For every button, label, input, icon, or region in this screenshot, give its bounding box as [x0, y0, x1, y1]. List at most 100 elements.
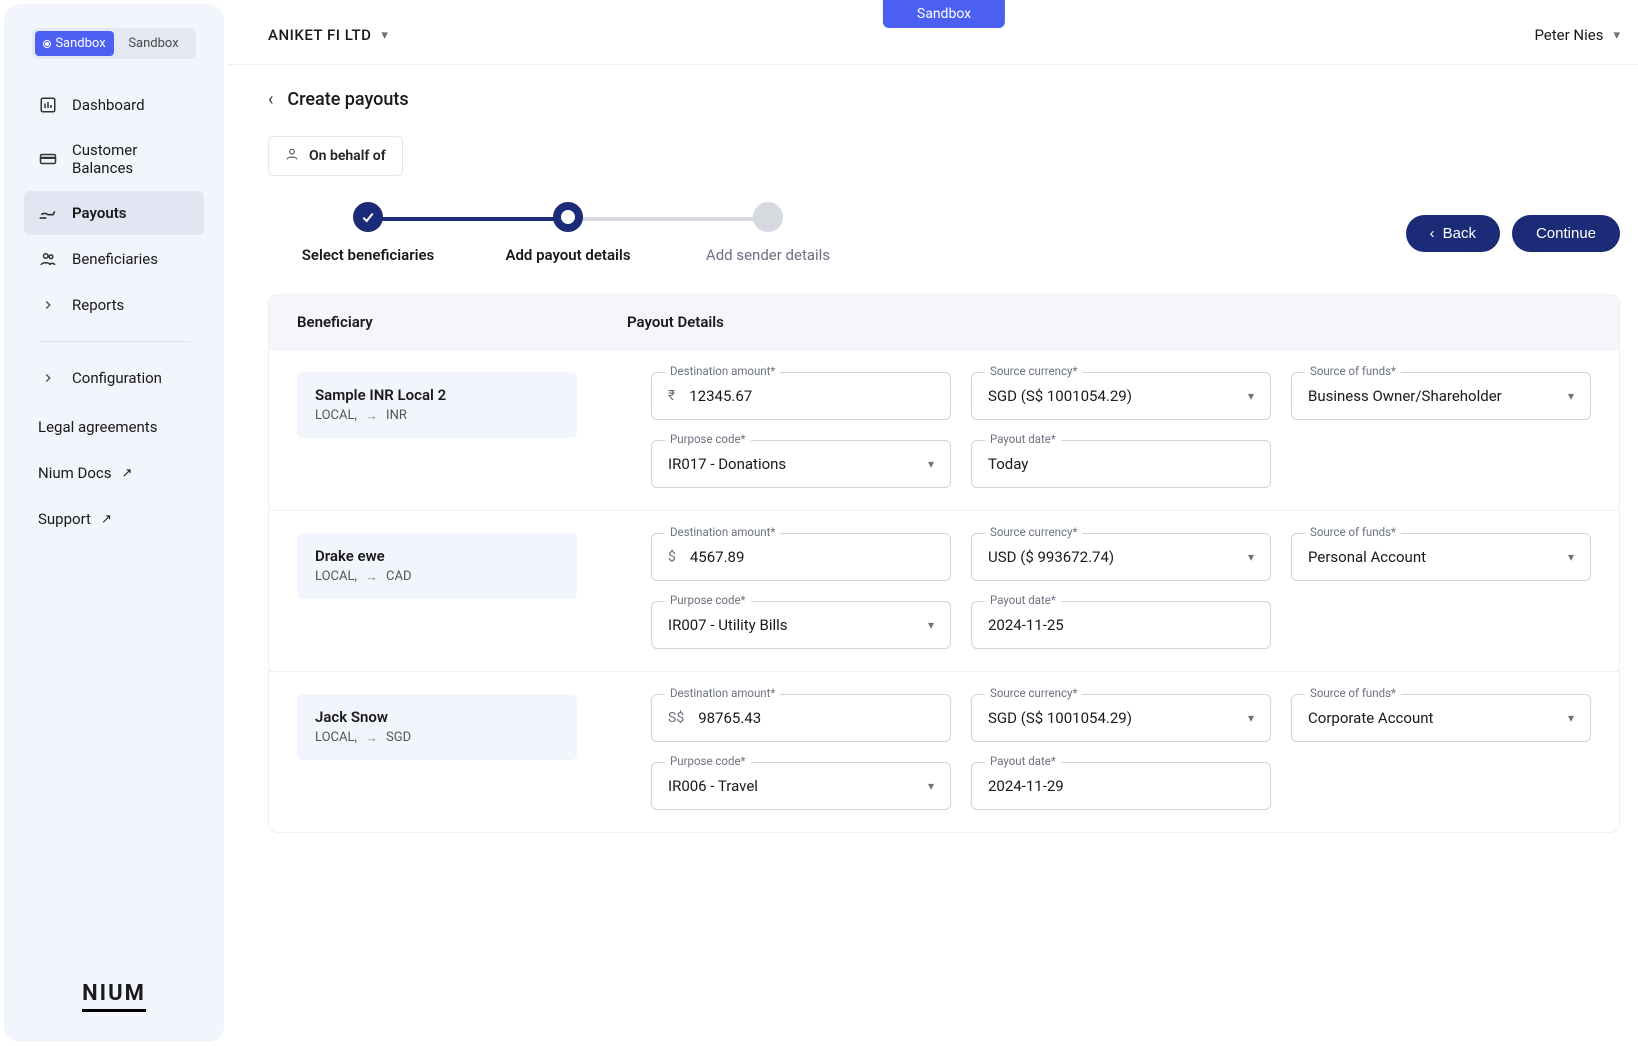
currency-symbol: ₹ — [668, 388, 675, 404]
payout-row: Jack Snow LOCAL, → SGD Destination amoun… — [269, 671, 1619, 832]
source-currency-select[interactable]: SGD (S$ 1001054.29) ▾ — [971, 694, 1271, 742]
purpose-code-field: Purpose code* IR017 - Donations ▾ — [651, 440, 951, 488]
nav-reports[interactable]: Reports — [24, 283, 204, 327]
field-label: Source currency* — [985, 525, 1082, 539]
destination-amount-input[interactable]: $ 4567.89 — [651, 533, 951, 581]
brand-text: NIUM — [82, 981, 146, 1012]
step-label: Add payout details — [505, 246, 630, 264]
nav-label: Support — [38, 510, 91, 528]
nav-payouts[interactable]: Payouts — [24, 191, 204, 235]
payout-date-input[interactable]: 2024-11-25 — [971, 601, 1271, 649]
field-label: Payout date* — [985, 754, 1061, 768]
payout-date-field: Payout date* 2024-11-25 — [971, 601, 1271, 649]
source-of-funds-select[interactable]: Corporate Account ▾ — [1291, 694, 1591, 742]
beneficiary-card[interactable]: Drake ewe LOCAL, → CAD — [297, 533, 577, 599]
nav-configuration[interactable]: Configuration — [24, 356, 204, 400]
nav-divider — [38, 341, 190, 342]
field-label: Source of funds* — [1305, 686, 1401, 700]
env-tab-sandbox-inactive[interactable]: Sandbox — [114, 31, 193, 56]
stepper: Select beneficiaries Add payout details … — [268, 202, 868, 264]
source-currency-field: Source currency* USD ($ 993672.74) ▾ — [971, 533, 1271, 581]
breadcrumb: ‹ Create payouts — [268, 89, 1620, 110]
org-name: ANIKET FI LTD — [268, 26, 371, 44]
date-value: 2024-11-29 — [988, 777, 1254, 795]
source-currency-field: Source currency* SGD (S$ 1001054.29) ▾ — [971, 372, 1271, 420]
field-label: Purpose code* — [665, 754, 751, 768]
payout-date-input[interactable]: 2024-11-29 — [971, 762, 1271, 810]
section-header: Beneficiary Payout Details — [269, 295, 1619, 349]
arrow-right-icon: → — [365, 569, 378, 585]
destination-amount-field: Destination amount* $ 4567.89 — [651, 533, 951, 581]
field-label: Purpose code* — [665, 432, 751, 446]
continue-button[interactable]: Continue — [1512, 215, 1620, 252]
nav-label: Legal agreements — [38, 418, 157, 436]
beneficiary-column: Drake ewe LOCAL, → CAD — [297, 533, 627, 649]
select-value: Corporate Account — [1308, 709, 1433, 727]
user-menu[interactable]: Peter Nies ▾ — [1534, 26, 1620, 44]
beneficiary-name: Drake ewe — [315, 547, 559, 565]
nav-dashboard[interactable]: Dashboard — [24, 83, 204, 127]
header-beneficiary: Beneficiary — [297, 313, 627, 331]
beneficiary-sub: LOCAL, → CAD — [315, 569, 559, 585]
chevron-right-icon — [38, 368, 58, 388]
destination-amount-input[interactable]: ₹ 12345.67 — [651, 372, 951, 420]
fields-grid: Destination amount* $ 4567.89 Source cur… — [651, 533, 1591, 649]
purpose-code-select[interactable]: IR007 - Utility Bills ▾ — [651, 601, 951, 649]
source-of-funds-field: Source of funds* Personal Account ▾ — [1291, 533, 1591, 581]
payout-date-input[interactable]: Today — [971, 440, 1271, 488]
wallet-icon — [38, 149, 58, 169]
source-of-funds-select[interactable]: Personal Account ▾ — [1291, 533, 1591, 581]
beneficiary-card[interactable]: Jack Snow LOCAL, → SGD — [297, 694, 577, 760]
destination-amount-field: Destination amount* S$ 98765.43 — [651, 694, 951, 742]
external-link-icon: ↗ — [121, 466, 132, 481]
org-switcher[interactable]: ANIKET FI LTD ▾ — [268, 26, 388, 44]
nav-docs[interactable]: Nium Docs ↗ — [24, 452, 204, 494]
nav-customer-balances[interactable]: Customer Balances — [24, 129, 204, 189]
nav-legal[interactable]: Legal agreements — [24, 406, 204, 448]
source-currency-select[interactable]: USD ($ 993672.74) ▾ — [971, 533, 1271, 581]
env-tab-label: Sandbox — [55, 36, 105, 51]
beneficiary-column: Sample INR Local 2 LOCAL, → INR — [297, 372, 627, 488]
fields-grid: Destination amount* S$ 98765.43 Source c… — [651, 694, 1591, 810]
source-of-funds-select[interactable]: Business Owner/Shareholder ▾ — [1291, 372, 1591, 420]
source-currency-field: Source currency* SGD (S$ 1001054.29) ▾ — [971, 694, 1271, 742]
nav-beneficiaries[interactable]: Beneficiaries — [24, 237, 204, 281]
step-select-beneficiaries: Select beneficiaries — [268, 202, 468, 264]
people-icon — [38, 249, 58, 269]
step-add-sender-details: Add sender details — [668, 202, 868, 264]
beneficiary-currency: SGD — [386, 730, 411, 746]
destination-amount-input[interactable]: S$ 98765.43 — [651, 694, 951, 742]
payout-row: Drake ewe LOCAL, → CAD Destination amoun… — [269, 510, 1619, 671]
select-value: Business Owner/Shareholder — [1308, 387, 1502, 405]
brand-logo: NIUM — [16, 981, 212, 1022]
nav-label: Configuration — [72, 369, 162, 387]
beneficiary-column: Jack Snow LOCAL, → SGD — [297, 694, 627, 810]
nav-label: Customer Balances — [72, 141, 190, 177]
purpose-code-field: Purpose code* IR006 - Travel ▾ — [651, 762, 951, 810]
nav-label: Payouts — [72, 204, 126, 222]
source-of-funds-field: Source of funds* Corporate Account ▾ — [1291, 694, 1591, 742]
arrow-right-icon: → — [365, 730, 378, 746]
beneficiary-type: LOCAL, — [315, 408, 357, 424]
field-label: Source currency* — [985, 364, 1082, 378]
purpose-code-select[interactable]: IR017 - Donations ▾ — [651, 440, 951, 488]
payout-date-field: Payout date* Today — [971, 440, 1271, 488]
chevron-down-icon: ▾ — [1568, 389, 1574, 403]
nav-support[interactable]: Support ↗ — [24, 498, 204, 540]
purpose-code-select[interactable]: IR006 - Travel ▾ — [651, 762, 951, 810]
on-behalf-label: On behalf of — [309, 148, 386, 164]
source-currency-select[interactable]: SGD (S$ 1001054.29) ▾ — [971, 372, 1271, 420]
back-chevron-icon[interactable]: ‹ — [268, 89, 273, 110]
select-value: USD ($ 993672.74) — [988, 548, 1114, 566]
env-tab-sandbox-active[interactable]: Sandbox — [35, 31, 114, 56]
beneficiary-card[interactable]: Sample INR Local 2 LOCAL, → INR — [297, 372, 577, 438]
on-behalf-chip[interactable]: On behalf of — [268, 136, 403, 176]
payout-date-field: Payout date* 2024-11-29 — [971, 762, 1271, 810]
step-circle-current — [553, 202, 583, 232]
chevron-down-icon: ▾ — [928, 457, 934, 471]
beneficiary-type: LOCAL, — [315, 569, 357, 585]
env-tab-label: Sandbox — [128, 36, 178, 51]
page-content: ‹ Create payouts On behalf of Select be — [228, 65, 1638, 857]
currency-symbol: S$ — [668, 710, 684, 726]
back-button[interactable]: ‹ Back — [1406, 215, 1500, 252]
